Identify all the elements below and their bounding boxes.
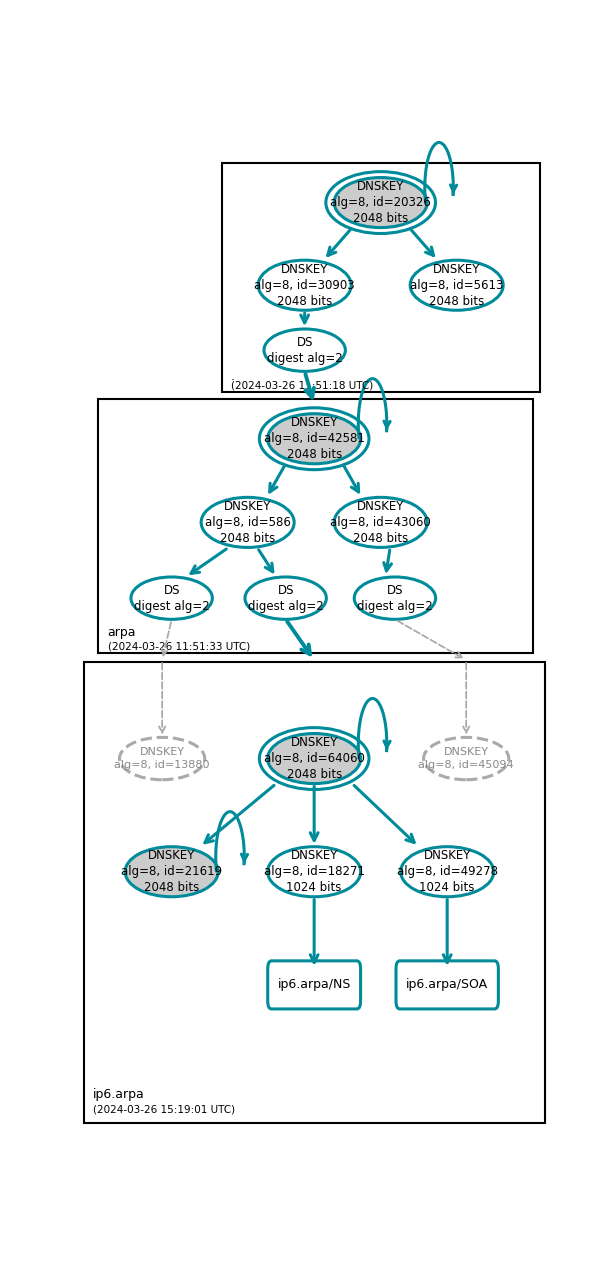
Text: ip6.arpa/SOA: ip6.arpa/SOA — [406, 979, 488, 992]
Text: DNSKEY
alg=8, id=43060
2048 bits: DNSKEY alg=8, id=43060 2048 bits — [330, 500, 431, 544]
Ellipse shape — [354, 576, 436, 620]
Text: arpa: arpa — [107, 625, 136, 639]
Ellipse shape — [334, 497, 427, 547]
Ellipse shape — [258, 261, 351, 311]
Text: DNSKEY
alg=8, id=30903
2048 bits: DNSKEY alg=8, id=30903 2048 bits — [254, 263, 355, 308]
Ellipse shape — [120, 737, 205, 780]
Text: .: . — [231, 369, 235, 382]
Bar — [84, 662, 544, 1122]
Text: DNSKEY
alg=8, id=64060
2048 bits: DNSKEY alg=8, id=64060 2048 bits — [264, 736, 365, 781]
Text: DNSKEY
alg=8, id=21619
2048 bits: DNSKEY alg=8, id=21619 2048 bits — [121, 849, 222, 895]
Text: (2024-03-26 11:51:18 UTC): (2024-03-26 11:51:18 UTC) — [231, 381, 373, 391]
Ellipse shape — [264, 328, 345, 372]
Text: DNSKEY
alg=8, id=49278
1024 bits: DNSKEY alg=8, id=49278 1024 bits — [397, 849, 498, 895]
Ellipse shape — [268, 414, 360, 464]
Ellipse shape — [245, 576, 326, 620]
Bar — [98, 399, 533, 653]
Text: DNSKEY
alg=8, id=42581
2048 bits: DNSKEY alg=8, id=42581 2048 bits — [264, 417, 365, 461]
Text: DS
digest alg=2: DS digest alg=2 — [267, 336, 343, 364]
Text: ip6.arpa: ip6.arpa — [93, 1088, 145, 1102]
Ellipse shape — [268, 847, 360, 897]
Text: DNSKEY
alg=8, id=586
2048 bits: DNSKEY alg=8, id=586 2048 bits — [205, 500, 291, 544]
Text: DNSKEY
alg=8, id=45094: DNSKEY alg=8, id=45094 — [419, 748, 514, 769]
Ellipse shape — [334, 178, 427, 227]
Text: DNSKEY
alg=8, id=13880: DNSKEY alg=8, id=13880 — [115, 748, 210, 769]
Text: ip6.arpa/NS: ip6.arpa/NS — [278, 979, 351, 992]
Ellipse shape — [410, 261, 503, 311]
Ellipse shape — [125, 847, 218, 897]
Text: DNSKEY
alg=8, id=20326
2048 bits: DNSKEY alg=8, id=20326 2048 bits — [330, 180, 431, 225]
Bar — [221, 164, 540, 391]
Ellipse shape — [268, 734, 360, 783]
Text: DS
digest alg=2: DS digest alg=2 — [357, 584, 433, 612]
Text: DNSKEY
alg=8, id=5613
2048 bits: DNSKEY alg=8, id=5613 2048 bits — [410, 263, 503, 308]
FancyBboxPatch shape — [396, 961, 498, 1008]
Text: (2024-03-26 15:19:01 UTC): (2024-03-26 15:19:01 UTC) — [93, 1104, 235, 1114]
Text: DS
digest alg=2: DS digest alg=2 — [134, 584, 210, 612]
Text: (2024-03-26 11:51:33 UTC): (2024-03-26 11:51:33 UTC) — [107, 642, 249, 652]
FancyBboxPatch shape — [268, 961, 360, 1008]
Ellipse shape — [424, 737, 509, 780]
Text: DNSKEY
alg=8, id=18271
1024 bits: DNSKEY alg=8, id=18271 1024 bits — [264, 849, 365, 895]
Text: DS
digest alg=2: DS digest alg=2 — [248, 584, 324, 612]
Ellipse shape — [201, 497, 294, 547]
Ellipse shape — [131, 576, 212, 620]
Ellipse shape — [401, 847, 493, 897]
